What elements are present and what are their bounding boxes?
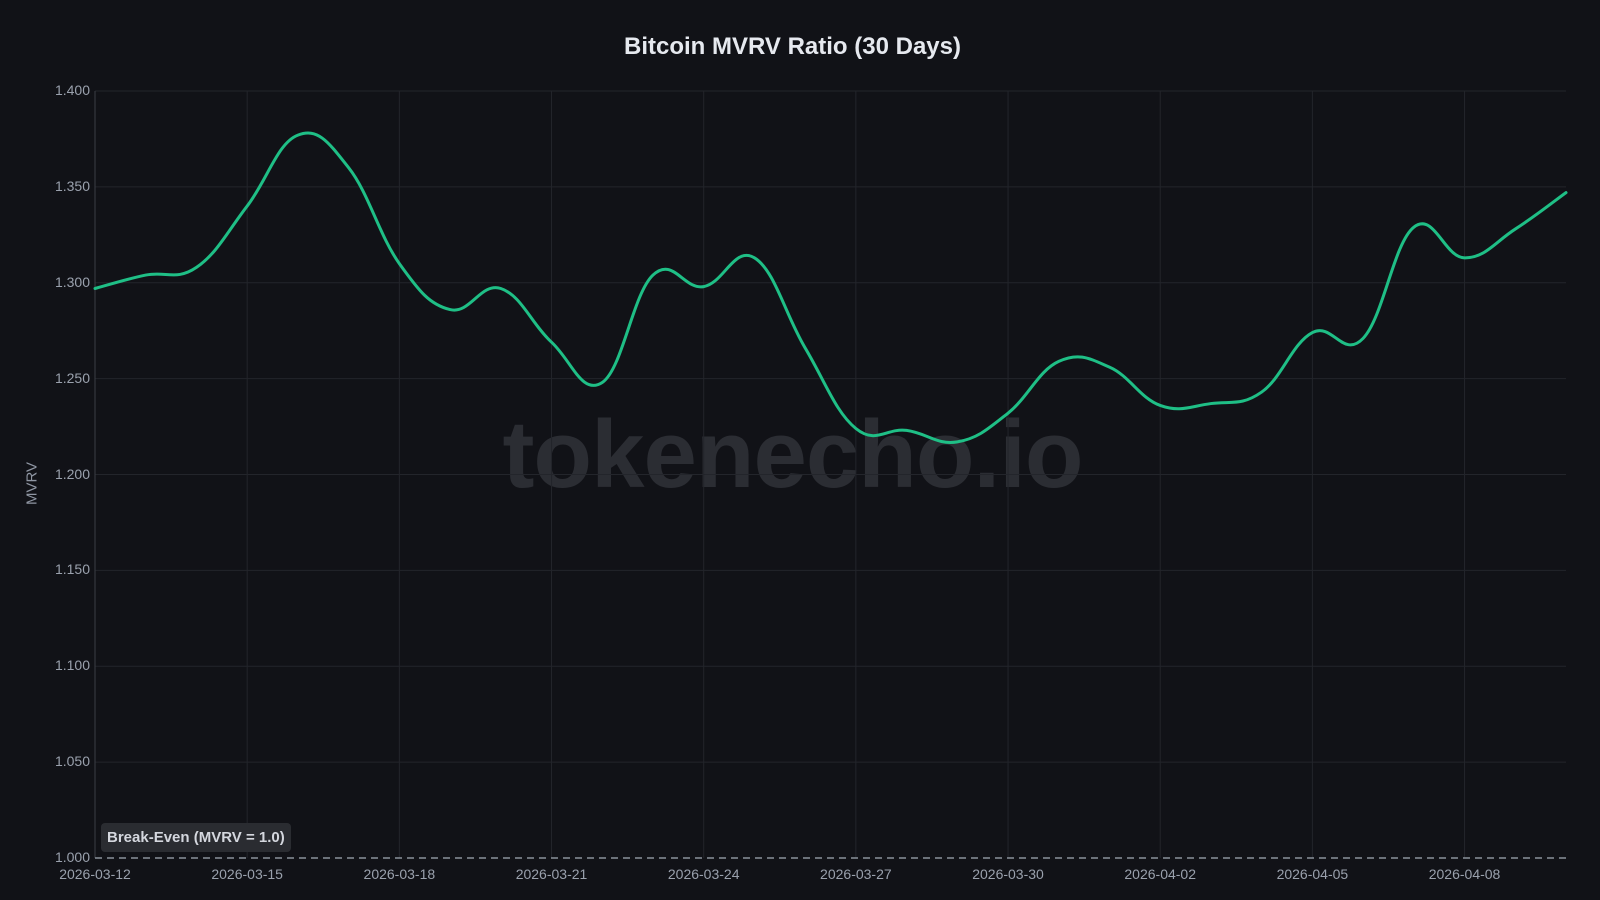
x-tick-label: 2026-03-27 <box>820 866 892 882</box>
x-tick-label: 2026-03-18 <box>363 866 436 882</box>
chart-title: Bitcoin MVRV Ratio (30 Days) <box>624 33 961 60</box>
x-tick-label: 2026-04-02 <box>1124 866 1197 882</box>
y-tick-label: 1.050 <box>54 753 90 770</box>
x-tick-label: 2026-04-08 <box>1428 866 1501 882</box>
watermark: tokenecho.io <box>502 401 1083 508</box>
y-tick-label: 1.300 <box>54 273 90 290</box>
y-tick-label: 1.100 <box>54 657 90 674</box>
y-tick-label: 1.150 <box>54 561 90 578</box>
x-tick-label: 2026-04-05 <box>1276 866 1349 882</box>
mvrv-line <box>93 131 1568 445</box>
x-tick-label: 2026-03-24 <box>667 866 740 882</box>
x-tick-label: 2026-03-30 <box>972 866 1044 882</box>
x-tick-label: 2026-03-21 <box>515 866 588 882</box>
y-tick-label: 1.000 <box>54 849 90 865</box>
y-tick-label: 1.400 <box>54 82 90 98</box>
x-tick-label: 2026-03-12 <box>59 866 131 882</box>
x-tick-label: 2026-03-15 <box>211 866 283 882</box>
y-tick-label: 1.250 <box>54 369 90 386</box>
y-tick-label: 1.350 <box>54 177 90 194</box>
y-tick-label: 1.200 <box>54 465 90 482</box>
break-even-annotation: Break-Even (MVRV = 1.0) <box>101 823 291 852</box>
